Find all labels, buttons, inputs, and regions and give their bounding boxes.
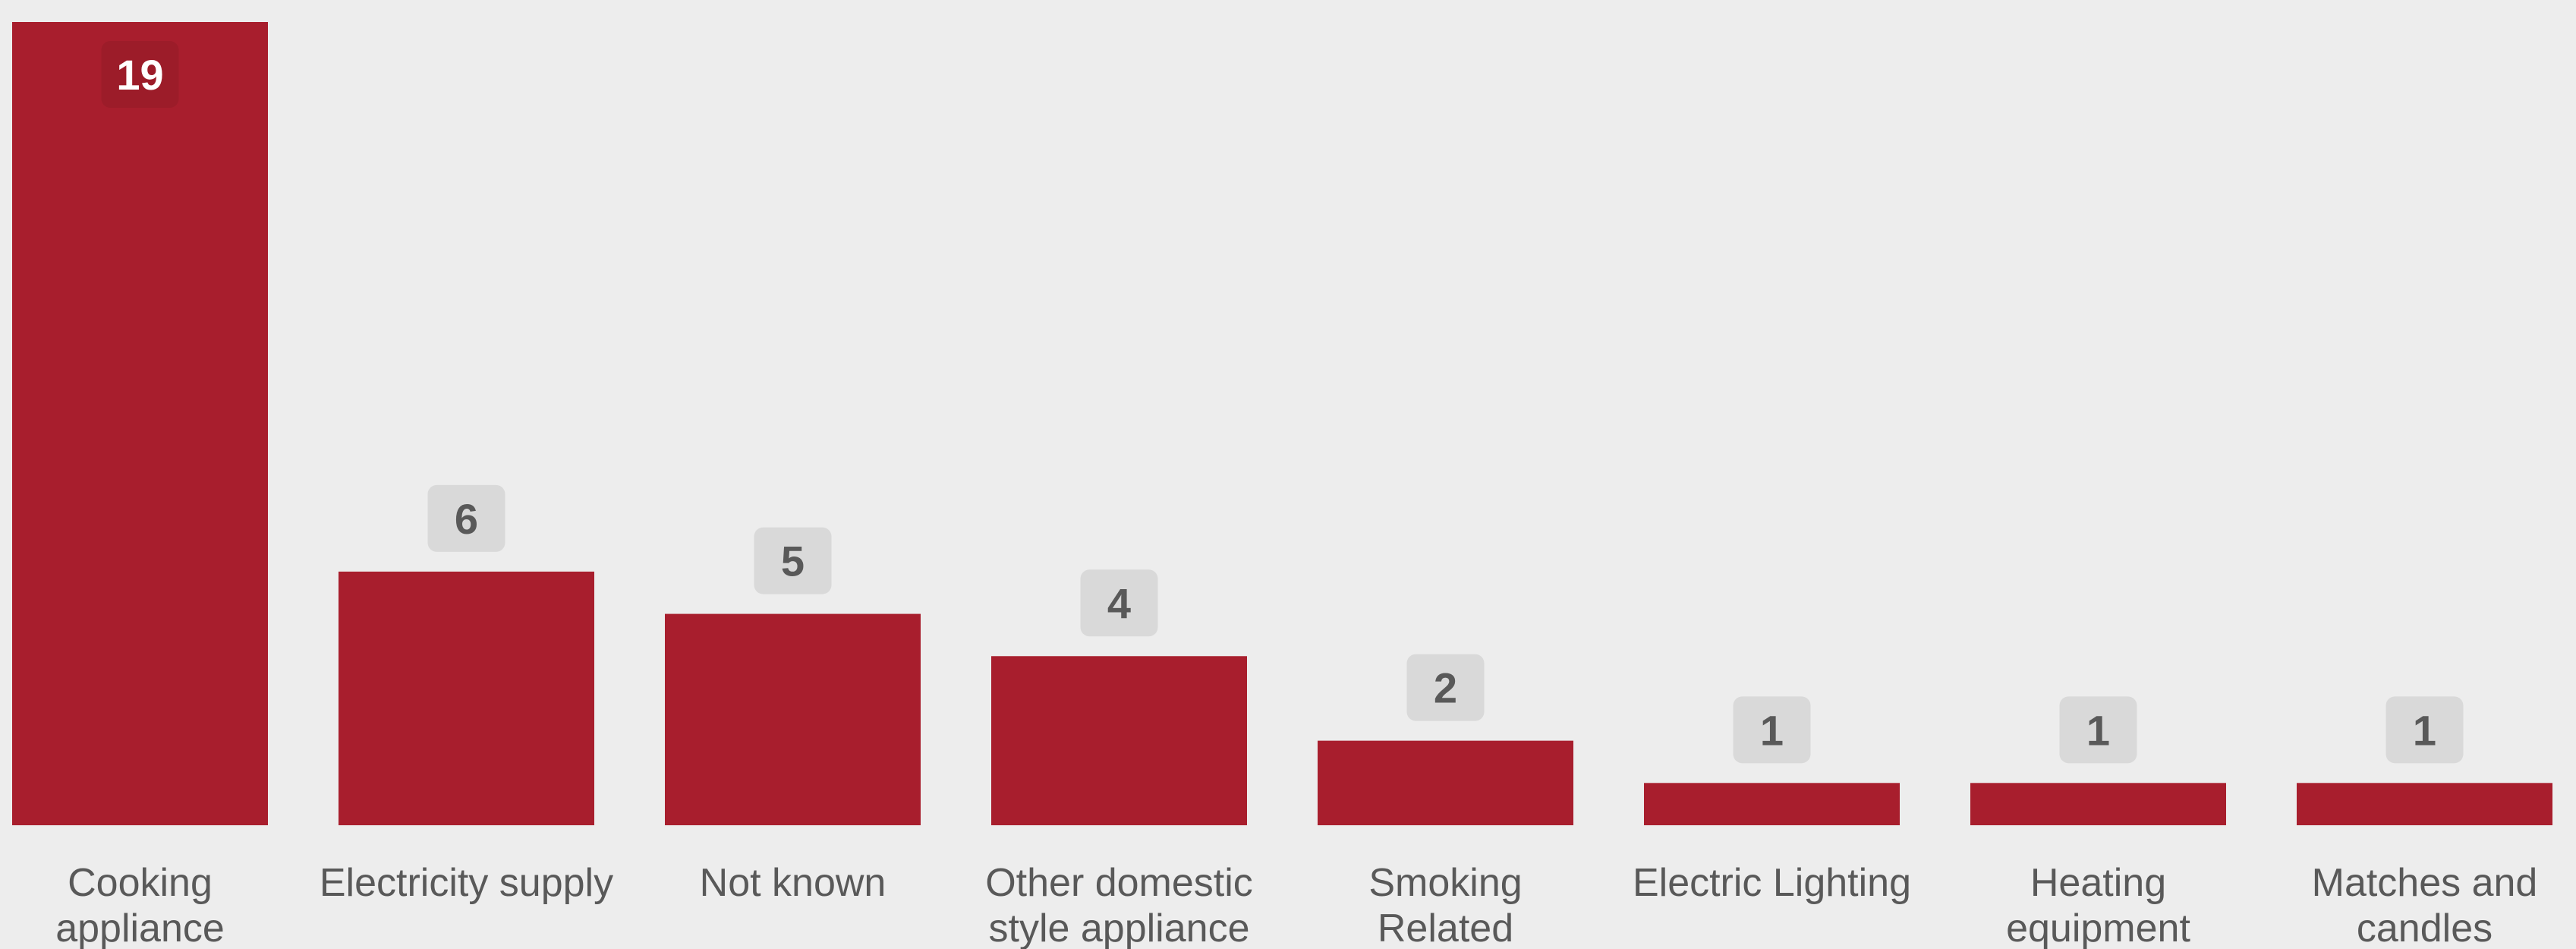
bar-1	[12, 22, 268, 825]
value-label-box-6	[1733, 696, 1811, 764]
bars-layer	[12, 22, 2552, 825]
category-label-5: Smoking Related	[1368, 861, 1522, 949]
bar-4	[991, 656, 1247, 825]
value-label-box-3	[754, 527, 832, 594]
bar-6	[1644, 783, 1900, 825]
value-label-box-2	[427, 484, 505, 552]
category-label-3: Not known	[700, 861, 886, 905]
value-label-box-1	[101, 41, 179, 108]
category-label-1: Cooking appliance	[55, 861, 225, 949]
bar-8	[2297, 783, 2552, 825]
value-label-2: 6	[455, 495, 478, 543]
value-label-3: 5	[781, 538, 805, 585]
bar-7	[1970, 783, 2226, 825]
value-label-box-5	[1406, 654, 1485, 721]
value-label-4: 4	[1107, 579, 1131, 627]
category-label-7: Heating equipment	[2006, 861, 2190, 949]
category-labels-layer: Cooking appliance Electricity supply Not kn…	[55, 861, 2537, 949]
value-label-6: 1	[1760, 706, 1784, 754]
bar-5	[1318, 740, 1573, 825]
category-label-4: Other domestic style appliance	[985, 861, 1253, 949]
value-label-box-8	[2385, 696, 2464, 764]
bar-3	[665, 613, 921, 825]
category-label-8: Matches and candles	[2312, 861, 2538, 949]
category-label-6: Electric Lighting	[1633, 861, 1911, 905]
value-labels-layer: 19 6 5 4 2 1 1 1	[101, 41, 2464, 764]
bar-2	[339, 571, 594, 825]
category-label-2: Electricity supply	[320, 861, 613, 905]
value-label-7: 1	[2086, 706, 2110, 754]
value-label-box-7	[2059, 696, 2137, 764]
value-label-1: 19	[116, 51, 163, 99]
value-label-5: 2	[1434, 664, 1457, 712]
value-label-box-4	[1080, 569, 1158, 637]
value-label-8: 1	[2413, 706, 2436, 754]
